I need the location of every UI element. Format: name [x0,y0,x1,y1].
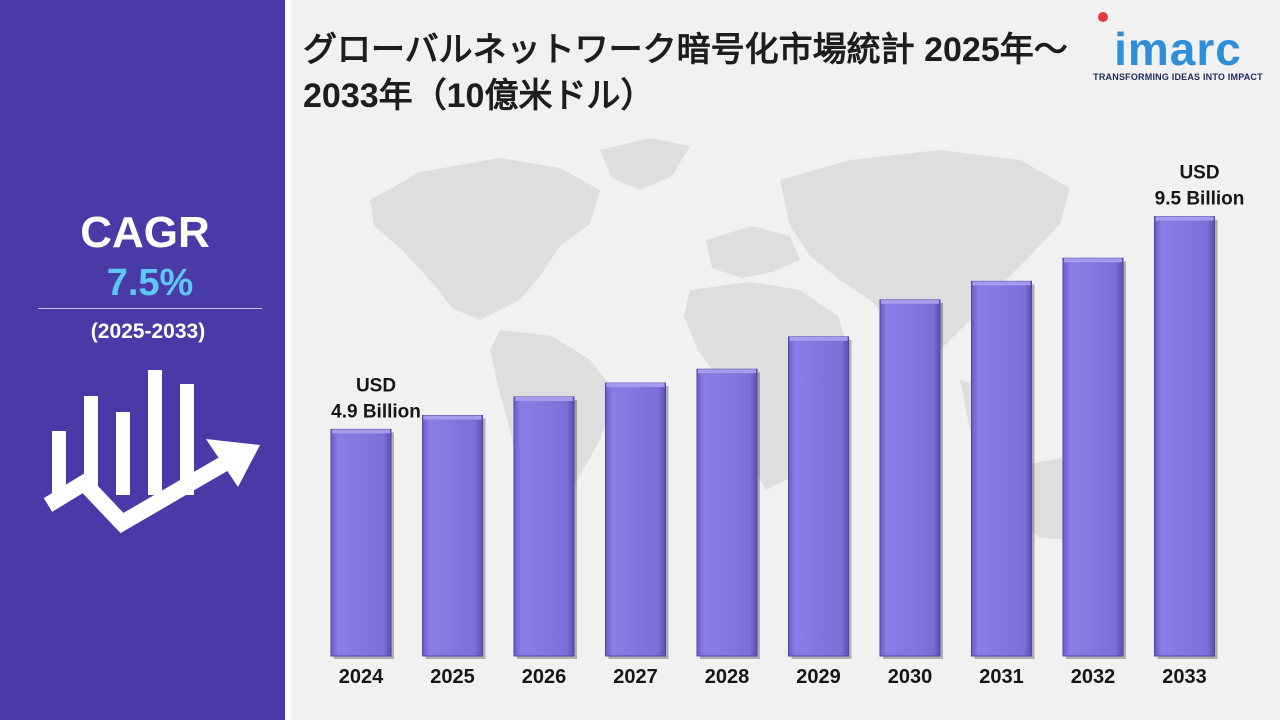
bar-highlight-2026 [515,397,573,401]
bar-highlight-2025 [423,415,482,420]
x-tick-label: 2026 [522,666,567,688]
x-tick-label: 2031 [979,666,1024,688]
bar-2030 [879,299,941,657]
bar-highlight-2033 [1155,216,1214,221]
x-tick-label: 2030 [888,666,933,688]
bar-2024 [330,428,392,657]
bar-2029 [788,336,849,657]
data-label-2024: USD [356,375,396,396]
bar-highlight-2029 [789,336,848,341]
bar-highlight-2024 [332,429,390,434]
sidebar-panel: CAGR 7.5% (2025-2033) [0,0,285,720]
data-label-2024: 4.9 Billion [331,401,421,422]
x-tick-label: 2032 [1071,666,1116,688]
x-tick-label: 2033 [1162,666,1207,688]
logo-wordmark: imarc [1114,23,1242,75]
x-tick-label: 2025 [430,666,475,688]
x-tick-label: 2024 [339,666,384,688]
x-tick-label: 2028 [705,666,750,688]
imarc-logo: imarc TRANSFORMING IDEAS INTO IMPACT [1088,10,1268,90]
sidebar-gutter [285,0,291,720]
bar-2028 [696,368,758,657]
bar-2033 [1154,216,1215,657]
bar-highlight-2027 [606,383,665,388]
bar-highlight-2028 [698,369,756,374]
bar-2025 [422,415,483,657]
bar-2026 [513,396,575,657]
bar-highlight-2032 [1064,258,1122,263]
growth-chart-arrow-icon [43,370,260,534]
cagr-value: 7.5% [106,262,194,304]
x-tick-label: 2029 [796,666,841,688]
cagr-period: (2025-2033) [90,320,206,343]
bar-2031 [971,280,1032,657]
bar-2032 [1062,257,1124,657]
logo-tagline: TRANSFORMING IDEAS INTO IMPACT [1093,72,1263,82]
data-label-2033: USD [1179,163,1219,184]
x-tick-label: 2027 [613,666,658,688]
data-label-2033: 9.5 Billion [1155,189,1245,210]
bar-highlight-2030 [881,299,939,304]
cagr-label: CAGR [80,208,210,257]
cagr-divider [38,308,262,309]
logo-dot-icon [1098,12,1108,22]
chart-title: グローバルネットワーク暗号化市場統計 2025年～2033年（10億米ドル） [303,31,1068,115]
bar-2027 [605,382,666,657]
bar-highlight-2031 [972,281,1031,286]
